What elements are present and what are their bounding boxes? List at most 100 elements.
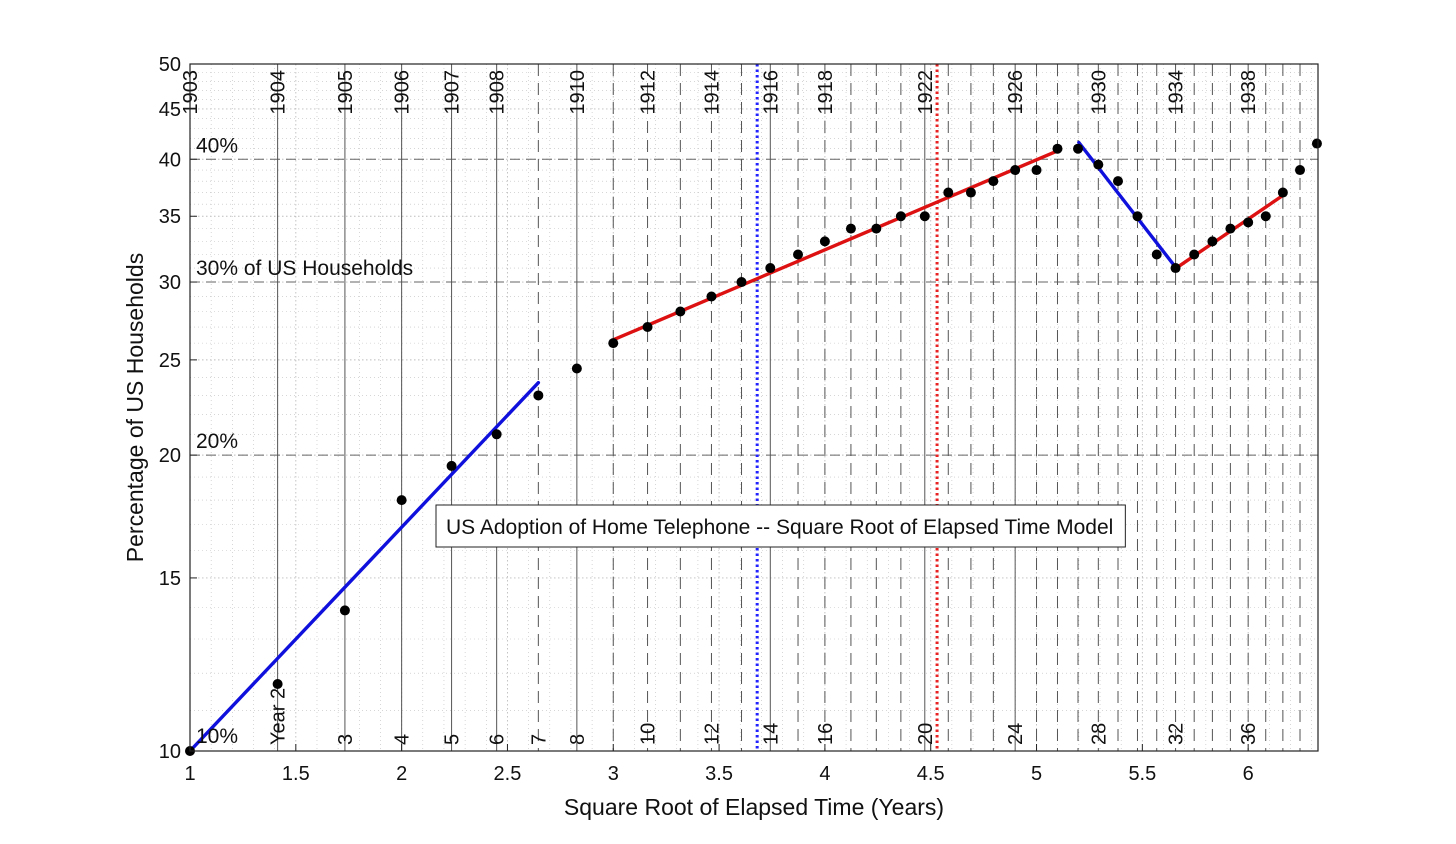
- bottom-year-label: 5: [442, 734, 464, 745]
- data-point: [1031, 165, 1042, 176]
- bottom-year-label: 6: [487, 734, 509, 745]
- top-year-label: 1903: [180, 70, 202, 115]
- top-year-label: 1905: [335, 70, 357, 115]
- y-tick-label: 10: [159, 741, 181, 763]
- y-tick-label: 45: [159, 99, 181, 121]
- reference-line-label: 10%: [196, 725, 238, 748]
- y-tick-label: 20: [159, 445, 181, 467]
- x-tick-label: 6: [1243, 763, 1254, 785]
- y-tick-label: 25: [159, 350, 181, 372]
- x-tick-label: 5.5: [1128, 763, 1156, 785]
- top-year-label: 1910: [567, 70, 589, 115]
- reference-line-label: 30% of US Households: [196, 257, 413, 280]
- x-tick-label: 3: [608, 763, 619, 785]
- data-point: [1093, 159, 1104, 170]
- top-year-label: 1938: [1238, 70, 1260, 115]
- data-point: [571, 363, 582, 374]
- data-point: [919, 211, 930, 222]
- data-point: [608, 338, 619, 349]
- data-point: [446, 460, 457, 471]
- top-year-label: 1908: [487, 70, 509, 115]
- data-point: [491, 429, 502, 440]
- data-point: [819, 236, 830, 247]
- y-tick-label: 15: [159, 568, 181, 590]
- top-year-label: 1904: [268, 70, 290, 115]
- data-point: [1113, 176, 1124, 187]
- y-tick-label: 35: [159, 206, 181, 228]
- data-point: [1295, 165, 1306, 176]
- reference-lines-layer: [190, 158, 1318, 456]
- top-year-label: 1918: [815, 70, 837, 115]
- title-box-frame: [435, 504, 1126, 548]
- bottom-year-label: 28: [1088, 723, 1110, 745]
- data-point: [533, 390, 544, 401]
- data-point: [1260, 211, 1271, 222]
- data-point: [793, 249, 804, 260]
- data-point: [1225, 223, 1236, 234]
- top-year-label: 1906: [392, 70, 414, 115]
- data-point: [765, 263, 776, 274]
- data-point: [706, 291, 717, 302]
- y-axis-title: Percentage of US Households: [122, 253, 148, 562]
- bottom-year-label: 12: [701, 723, 723, 745]
- bottom-year-label: 24: [1005, 723, 1027, 745]
- x-tick-label: 1: [184, 763, 195, 785]
- data-point: [1151, 249, 1162, 260]
- x-tick-label: 4: [819, 763, 830, 785]
- x-tick-label: 3.5: [705, 763, 733, 785]
- fit-line: [188, 380, 541, 753]
- x-axis-title: Square Root of Elapsed Time (Years): [564, 794, 944, 820]
- y-tick-label: 30: [159, 272, 181, 294]
- data-point: [675, 306, 686, 317]
- data-point: [871, 223, 882, 234]
- y-tick-label: 50: [159, 54, 181, 76]
- data-point: [396, 495, 407, 506]
- data-point: [895, 211, 906, 222]
- data-point: [1132, 211, 1143, 222]
- plot-frame: [189, 63, 1319, 752]
- data-point: [943, 187, 954, 198]
- chart-title: US Adoption of Home Telephone -- Square …: [446, 516, 1113, 539]
- bottom-year-label: Year 2: [268, 688, 290, 745]
- top-year-label: 1926: [1005, 70, 1027, 115]
- bottom-year-label: 14: [760, 723, 782, 745]
- data-point: [1052, 143, 1063, 154]
- bottom-year-label: 3: [335, 734, 357, 745]
- bottom-year-label: 4: [392, 734, 414, 745]
- fit-line: [611, 149, 1060, 342]
- top-year-label: 1907: [442, 70, 464, 115]
- data-point: [272, 678, 283, 689]
- top-year-label: 1914: [701, 70, 723, 115]
- marker-lines-layer: [755, 64, 939, 751]
- data-point: [1207, 236, 1218, 247]
- data-point: [1170, 263, 1181, 274]
- data-point: [736, 277, 747, 288]
- y-tick-label: 40: [159, 149, 181, 171]
- x-tick-label: 5: [1031, 763, 1042, 785]
- year-lines-layer: [189, 64, 1301, 751]
- bottom-year-label: 10: [638, 723, 660, 745]
- top-year-label: 1934: [1166, 70, 1188, 115]
- x-tick-label: 2: [396, 763, 407, 785]
- data-point: [1311, 138, 1322, 149]
- data-point: [1243, 217, 1254, 228]
- reference-line-label: 20%: [196, 430, 238, 453]
- data-points-layer: [185, 138, 1322, 756]
- bottom-year-label: 32: [1166, 723, 1188, 745]
- data-point: [1073, 143, 1084, 154]
- bottom-year-label: 16: [815, 723, 837, 745]
- data-point: [642, 322, 653, 333]
- data-point: [339, 605, 350, 616]
- labels-layer: 1903 1904 1905 1906 1907 1908 1910 1912 1914 1916…: [180, 70, 1260, 748]
- bottom-year-label: 7: [528, 734, 550, 745]
- data-point: [1189, 249, 1200, 260]
- top-year-label: 1930: [1088, 70, 1110, 115]
- bottom-year-label: 8: [567, 734, 589, 745]
- x-tick-label: 1.5: [282, 763, 310, 785]
- data-point: [845, 223, 856, 234]
- x-tick-label: 4.5: [917, 763, 945, 785]
- data-point: [1277, 187, 1288, 198]
